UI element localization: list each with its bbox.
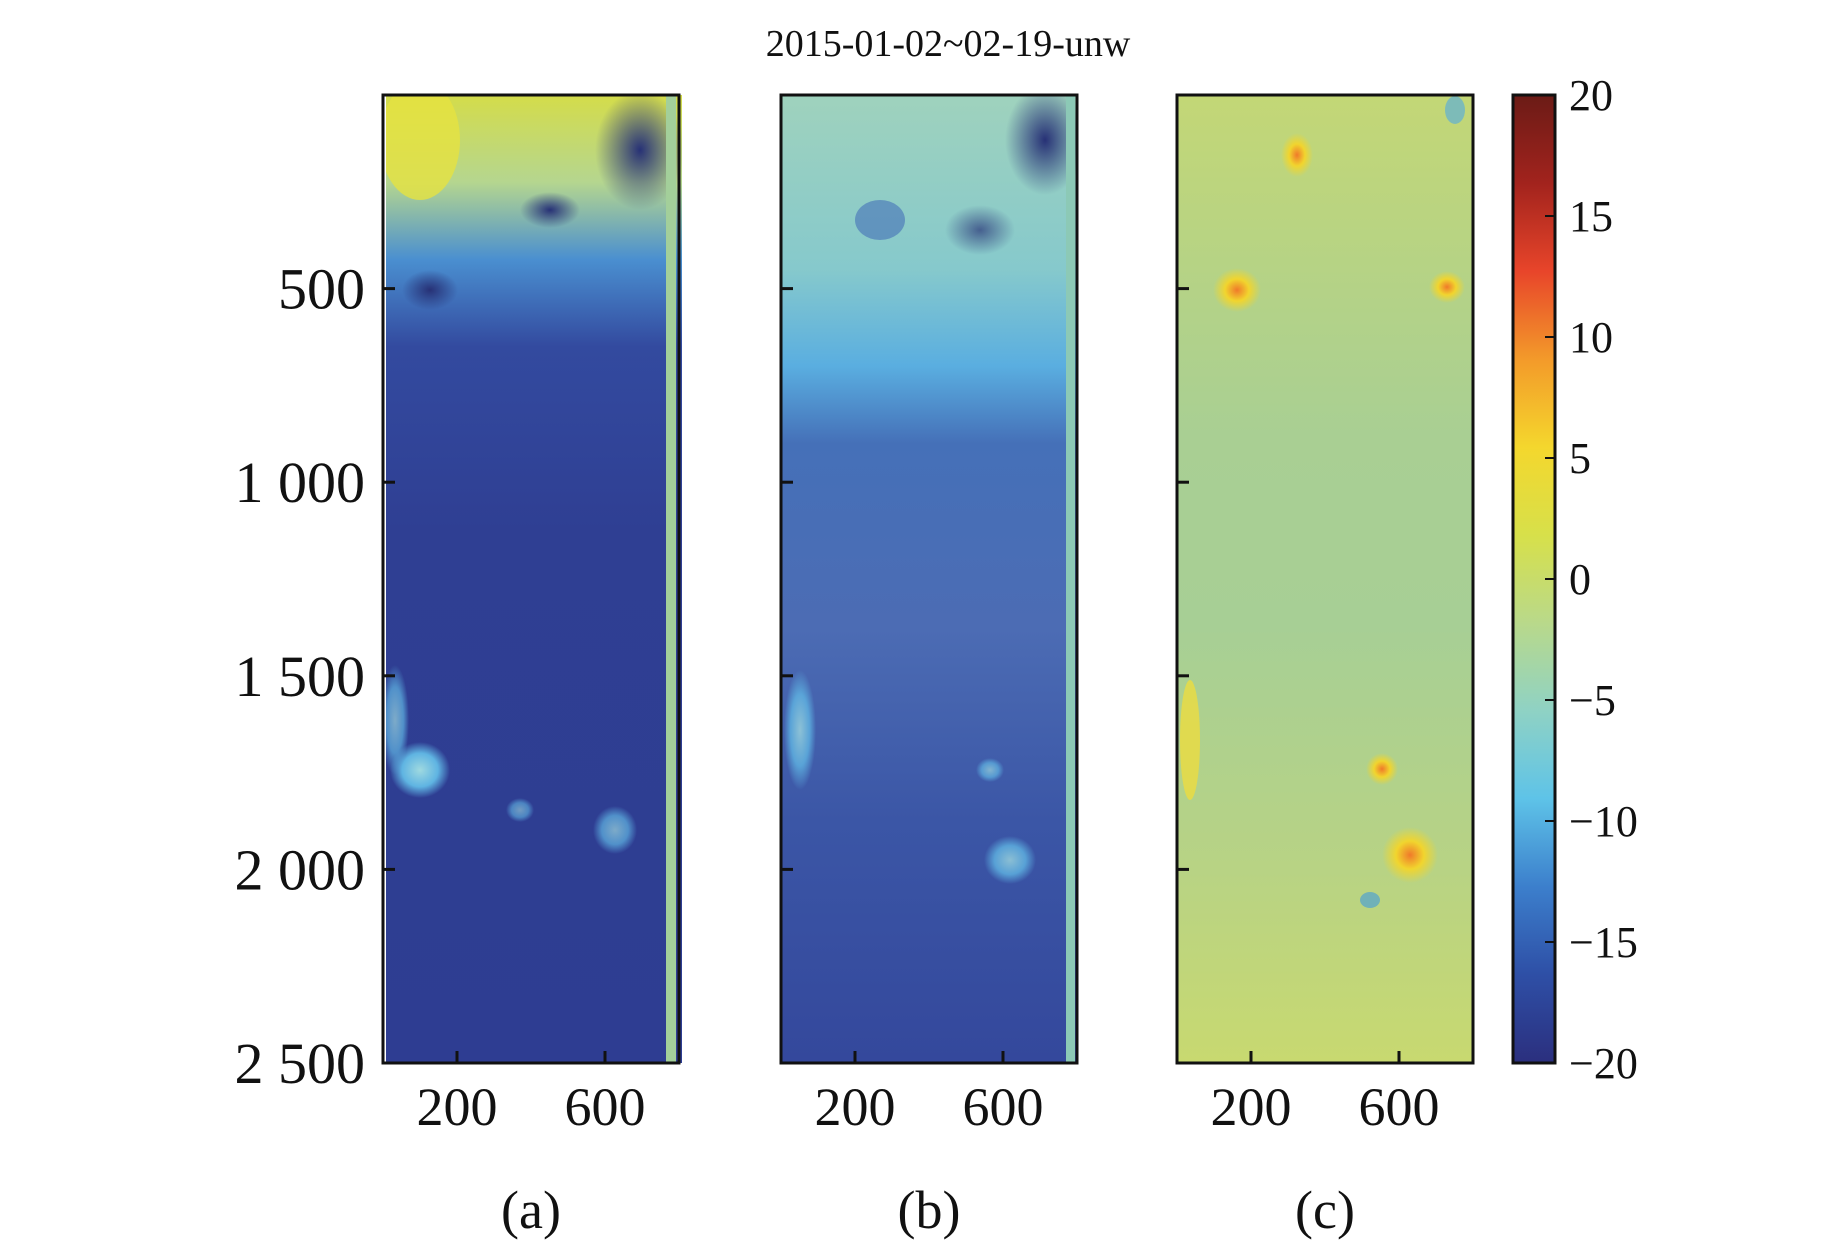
panel-b-feature	[784, 670, 816, 790]
panel-label: (b)	[898, 1180, 961, 1240]
panel-c-feature	[1360, 892, 1380, 908]
panel-c-feature	[1180, 680, 1200, 800]
x-tick-label: 200	[815, 1077, 896, 1137]
panel-a-frame	[381, 93, 681, 1065]
panel-a-feature	[666, 95, 676, 1063]
y-tick-label: 2 000	[235, 837, 366, 902]
y-tick-label: 500	[278, 257, 365, 322]
colorbar-tick-label: 20	[1569, 71, 1613, 120]
colorbar-tick-label: −15	[1569, 918, 1638, 967]
panel-b-feature	[855, 200, 905, 240]
colorbar-tick-label: −5	[1569, 676, 1616, 725]
panel-b	[781, 95, 1077, 1063]
x-tick-label: 200	[417, 1077, 498, 1137]
colorbar-tick-label: 10	[1569, 313, 1613, 362]
panel-label: (c)	[1295, 1180, 1355, 1240]
x-tick-label: 600	[565, 1077, 646, 1137]
panel-a	[386, 95, 682, 1063]
panel-labels: (a) (b) (c)	[501, 1180, 1355, 1240]
chart-title: 2015-01-02~02-19-unw	[766, 23, 1131, 65]
colorbar-tick-label: −10	[1569, 797, 1638, 846]
panel-a-feature	[386, 665, 409, 775]
colorbar-tick-label: 15	[1569, 192, 1613, 241]
panel-c-field	[1177, 95, 1473, 1063]
y-tick-label: 1 500	[235, 644, 366, 709]
colorbar-tick-label: 0	[1569, 555, 1591, 604]
panel-b-field	[781, 95, 1077, 1063]
panel-label: (a)	[501, 1180, 561, 1240]
panel-b-feature	[1005, 95, 1077, 195]
panel-b-feature	[976, 758, 1004, 782]
panel-a-feature	[402, 270, 458, 310]
panel-c-feature	[1429, 271, 1465, 303]
panel-c-feature	[1382, 827, 1438, 883]
axes: 200 600 500 1 000 1 500 2 000 2 500 200 600 200 60…	[235, 257, 1440, 1137]
panel-b-frame	[779, 93, 1079, 1065]
panel-b-feature	[984, 836, 1036, 884]
panel-a-field	[386, 95, 682, 1063]
y-tick-label: 1 000	[235, 450, 366, 515]
panel-c-frame	[1175, 93, 1475, 1065]
panel-a-feature	[506, 798, 534, 822]
panel-c-feature	[1213, 268, 1261, 312]
x-tick-label: 600	[1359, 1077, 1440, 1137]
panel-a-feature	[595, 95, 682, 210]
panel-a-feature	[520, 192, 580, 228]
x-tick-label: 600	[963, 1077, 1044, 1137]
colorbar-tick-label: 5	[1569, 434, 1591, 483]
colorbar-ticks: 20 15 10 5 0 −5 −10 −15 −20	[1545, 71, 1638, 1088]
panel-b-feature	[945, 205, 1015, 255]
panel-a-feature	[386, 95, 460, 200]
colorbar	[1511, 93, 1557, 1065]
panel-b-feature	[1066, 95, 1075, 1063]
panel-c-feature	[1445, 96, 1465, 124]
panel-c	[1177, 95, 1473, 1063]
panel-a-feature	[593, 806, 637, 854]
x-tick-label: 200	[1211, 1077, 1292, 1137]
colorbar-tick-label: −20	[1569, 1039, 1638, 1088]
panel-c-feature	[1281, 133, 1313, 177]
y-tick-label: 2 500	[235, 1031, 366, 1096]
panel-c-feature	[1366, 753, 1398, 785]
